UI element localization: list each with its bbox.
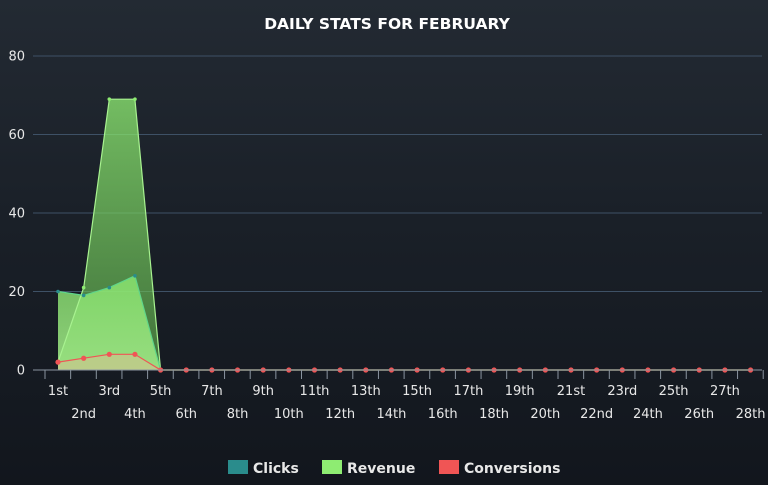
legend-swatch [439, 460, 459, 474]
point-clicks[interactable] [133, 274, 137, 278]
x-tick-label: 23rd [607, 384, 637, 399]
point-clicks[interactable] [81, 293, 86, 298]
y-tick-label: 0 [17, 364, 25, 379]
chart-title: DAILY STATS FOR FEBRUARY [264, 15, 510, 33]
x-tick-label: 12th [325, 407, 355, 422]
area-clicks [58, 275, 751, 370]
x-tick-label: 11th [300, 384, 330, 399]
x-tick-label: 3rd [98, 384, 120, 399]
legend-item-conversions[interactable]: Conversions [439, 460, 560, 477]
y-tick-label: 40 [8, 207, 25, 222]
x-tick-label: 19th [505, 384, 535, 399]
point-conversions[interactable] [106, 351, 112, 357]
x-tick-label: 4th [124, 407, 146, 422]
y-tick-label: 20 [8, 285, 25, 300]
series-areas [58, 99, 751, 370]
series-points [55, 97, 754, 373]
point-conversions[interactable] [81, 355, 87, 361]
point-revenue[interactable] [81, 285, 86, 290]
x-tick-label: 1st [48, 384, 68, 399]
line-clicks [57, 274, 751, 371]
x-tick-label: 16th [428, 407, 458, 422]
point-revenue[interactable] [133, 97, 137, 101]
x-tick-label: 22nd [580, 407, 613, 422]
x-tick-label: 18th [479, 407, 509, 422]
legend: Clicks Revenue Conversions [228, 460, 560, 477]
point-conversions[interactable] [55, 359, 61, 365]
line-conversions [57, 353, 751, 371]
x-tick-label: 2nd [71, 407, 96, 422]
point-clicks[interactable] [56, 289, 60, 294]
x-tick-label: 13th [351, 384, 381, 399]
x-tick-label: 20th [530, 407, 560, 422]
legend-swatch [322, 460, 342, 474]
legend-label: Conversions [464, 461, 560, 477]
point-conversions[interactable] [132, 351, 138, 357]
area-conversions [58, 354, 751, 370]
y-tick-label: 60 [8, 128, 25, 143]
x-tick-label: 27th [710, 384, 740, 399]
x-tick-label: 5th [150, 384, 172, 399]
legend-label: Revenue [347, 461, 415, 477]
x-tick-label: 9th [252, 384, 274, 399]
point-revenue[interactable] [107, 97, 112, 101]
x-tick-label: 21st [557, 384, 585, 399]
legend-item-revenue[interactable]: Revenue [322, 460, 415, 477]
legend-label: Clicks [253, 461, 299, 477]
area-revenue [58, 99, 751, 370]
y-axis: 0 20 40 60 80 [8, 50, 25, 379]
x-tick-label: 14th [377, 407, 407, 422]
line-revenue [57, 98, 751, 371]
x-tick-label: 15th [402, 384, 432, 399]
x-tick-label: 24th [633, 407, 663, 422]
legend-item-clicks[interactable]: Clicks [228, 460, 299, 477]
x-tick-label: 6th [175, 407, 197, 422]
x-tick-label: 26th [684, 407, 714, 422]
x-tick-label: 25th [659, 384, 689, 399]
x-tick-label: 28th [736, 407, 766, 422]
y-tick-label: 80 [8, 50, 25, 65]
point-clicks[interactable] [107, 285, 112, 290]
x-tick-label: 10th [274, 407, 304, 422]
series-lines [57, 98, 751, 371]
legend-swatch [228, 460, 248, 474]
x-tick-label: 8th [227, 407, 249, 422]
x-tick-label: 7th [201, 384, 223, 399]
x-tick-label: 17th [453, 384, 483, 399]
